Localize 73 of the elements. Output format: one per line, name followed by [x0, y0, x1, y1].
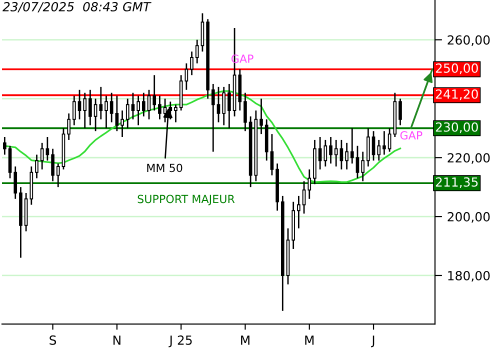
candlestick: [329, 136, 332, 164]
x-tick-label: N: [113, 336, 120, 345]
candlestick: [200, 12, 204, 52]
candlestick: [67, 112, 70, 141]
candlestick: [216, 86, 220, 123]
candlestick: [334, 139, 338, 168]
candlestick: [72, 95, 76, 126]
x-tick-label: J: [371, 336, 374, 348]
candlestick: [190, 50, 194, 76]
candlestick: [398, 98, 402, 126]
candlestick: [56, 162, 60, 188]
candlestick: [244, 92, 247, 132]
candlestick: [228, 83, 231, 129]
candlestick: [131, 92, 135, 120]
candlestick: [115, 95, 119, 132]
candlestick: [120, 110, 124, 138]
candlestick: [158, 95, 162, 120]
candlestick: [340, 139, 344, 170]
annotation: GAP: [400, 131, 422, 140]
x-tick-label: M: [241, 336, 250, 345]
candlestick: [184, 62, 188, 91]
candlestick: [350, 127, 354, 164]
candlestick: [222, 86, 226, 126]
candlestick: [126, 98, 130, 129]
candlestick: [270, 133, 274, 176]
candlestick: [104, 95, 108, 129]
candlestick: [152, 74, 156, 112]
ref-line-label: 250,00: [436, 63, 478, 74]
candlestick: [78, 89, 82, 120]
candlestick: [260, 98, 263, 135]
candlestick: [361, 151, 364, 182]
candlestick: [195, 39, 199, 64]
candlestick: [94, 98, 98, 132]
candlestick: [308, 168, 312, 200]
candlestick: [324, 139, 328, 168]
candlestick: [318, 136, 322, 170]
candlestick: [51, 148, 54, 182]
candlestick: [372, 130, 376, 162]
ref-line-label: 230,00: [436, 122, 478, 134]
annotation: SUPPORT MAJEUR: [138, 194, 235, 206]
candlestick: [377, 139, 381, 162]
candlestick: [136, 95, 140, 126]
ref-line-label: 211,35: [436, 177, 478, 188]
x-tick-label: J 25: [168, 335, 192, 348]
annotation: MM 50: [147, 164, 182, 172]
candlestick: [110, 92, 114, 123]
y-tick-label: 260,00: [448, 35, 490, 46]
candlestick: [382, 130, 386, 156]
x-tick-label: S: [50, 335, 56, 345]
ref-line-label: 241,20: [436, 89, 478, 100]
y-tick-label: 200,00: [448, 212, 490, 223]
x-tick-label: M: [305, 336, 314, 345]
candlestick: [211, 83, 215, 152]
candlestick: [40, 142, 44, 170]
candlestick: [366, 127, 370, 168]
candlestick: [356, 145, 360, 179]
candlestick: [83, 92, 87, 129]
candlestick: [302, 180, 306, 214]
annotation: 23/07/2025 08:43 GMT: [2, 2, 152, 12]
candlestick: [35, 154, 38, 179]
candlestick: [142, 92, 146, 118]
candlestick: [88, 89, 92, 126]
candlestick: [8, 145, 12, 179]
y-tick-label: 220,00: [448, 153, 490, 164]
candlestick: [14, 166, 18, 200]
y-tick-label: 180,00: [448, 270, 490, 282]
candlestick: [3, 136, 6, 156]
candlestick: [388, 127, 392, 152]
candlestick: [99, 86, 103, 120]
candlestick: [345, 142, 348, 170]
candlestick: [174, 104, 178, 123]
candlestick: [147, 89, 151, 120]
candlestick: [297, 195, 300, 230]
